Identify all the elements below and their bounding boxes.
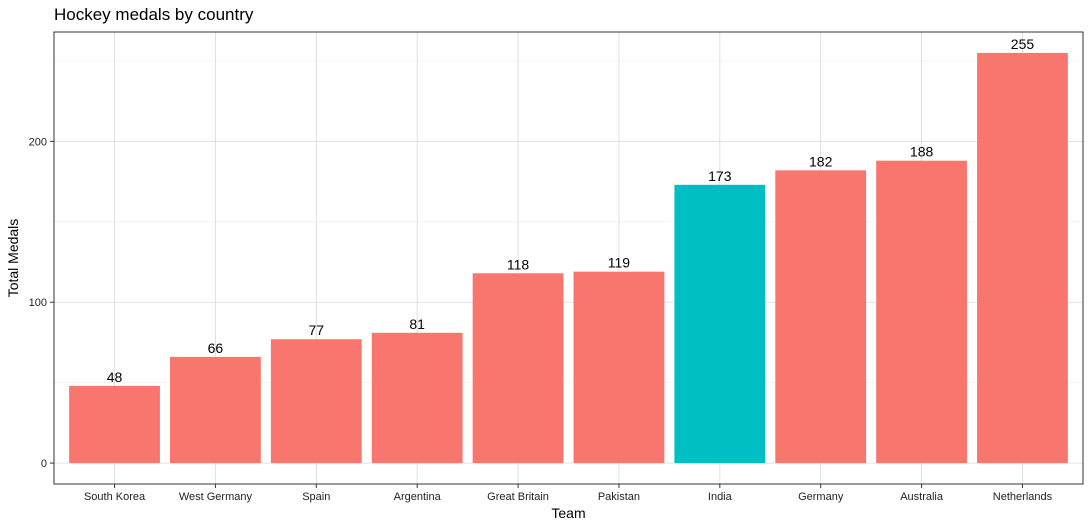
bar-pakistan — [573, 271, 665, 464]
x-tick-label-pakistan: Pakistan — [598, 491, 640, 503]
bar-argentina — [371, 332, 463, 464]
y-axis-title: Total Medals — [5, 219, 21, 298]
y-tick-label: 200 — [29, 136, 47, 148]
data-label-great-britain: 118 — [507, 256, 530, 272]
x-tick-label-argentina: Argentina — [394, 491, 442, 503]
x-tick-label-south-korea: South Korea — [84, 491, 146, 503]
data-label-south-korea: 48 — [107, 369, 123, 385]
y-tick-label: 0 — [41, 458, 47, 470]
data-label-germany: 182 — [809, 153, 833, 169]
x-tick-label-australia: Australia — [900, 491, 944, 503]
bars — [69, 52, 1068, 464]
x-tick-label-great-britain: Great Britain — [487, 491, 549, 503]
bar-germany — [775, 170, 867, 464]
y-tick-label: 100 — [29, 297, 47, 309]
data-label-west-germany: 66 — [208, 340, 224, 356]
chart-title: Hockey medals by country — [54, 5, 254, 24]
data-label-pakistan: 119 — [608, 255, 631, 271]
data-label-netherlands: 255 — [1011, 36, 1035, 52]
bar-spain — [270, 339, 362, 464]
plot-panel-border — [53, 31, 1084, 485]
data-label-australia: 188 — [910, 144, 934, 160]
x-tick-label-west-germany: West Germany — [179, 491, 253, 503]
data-label-argentina: 81 — [409, 316, 425, 332]
x-tick-label-spain: Spain — [302, 491, 330, 503]
data-label-spain: 77 — [309, 322, 325, 338]
x-tick-label-germany: Germany — [798, 491, 844, 503]
x-tick-label-netherlands: Netherlands — [993, 491, 1053, 503]
data-label-india: 173 — [708, 168, 732, 184]
bar-great-britain — [472, 273, 564, 464]
x-tick-label-india: India — [708, 491, 733, 503]
bar-netherlands — [977, 52, 1068, 464]
x-axis: South Korea West Germany Spain Argentina Gre… — [84, 484, 1053, 503]
x-axis-title: Team — [551, 505, 585, 521]
bar-india — [674, 184, 766, 464]
bar-south-korea — [69, 385, 160, 464]
data-labels: 48 66 77 81 118 119 173 182 188 255 — [107, 36, 1035, 385]
bar-west-germany — [170, 356, 261, 464]
bar-australia — [876, 160, 967, 464]
y-axis: 0 100 200 — [29, 136, 54, 470]
